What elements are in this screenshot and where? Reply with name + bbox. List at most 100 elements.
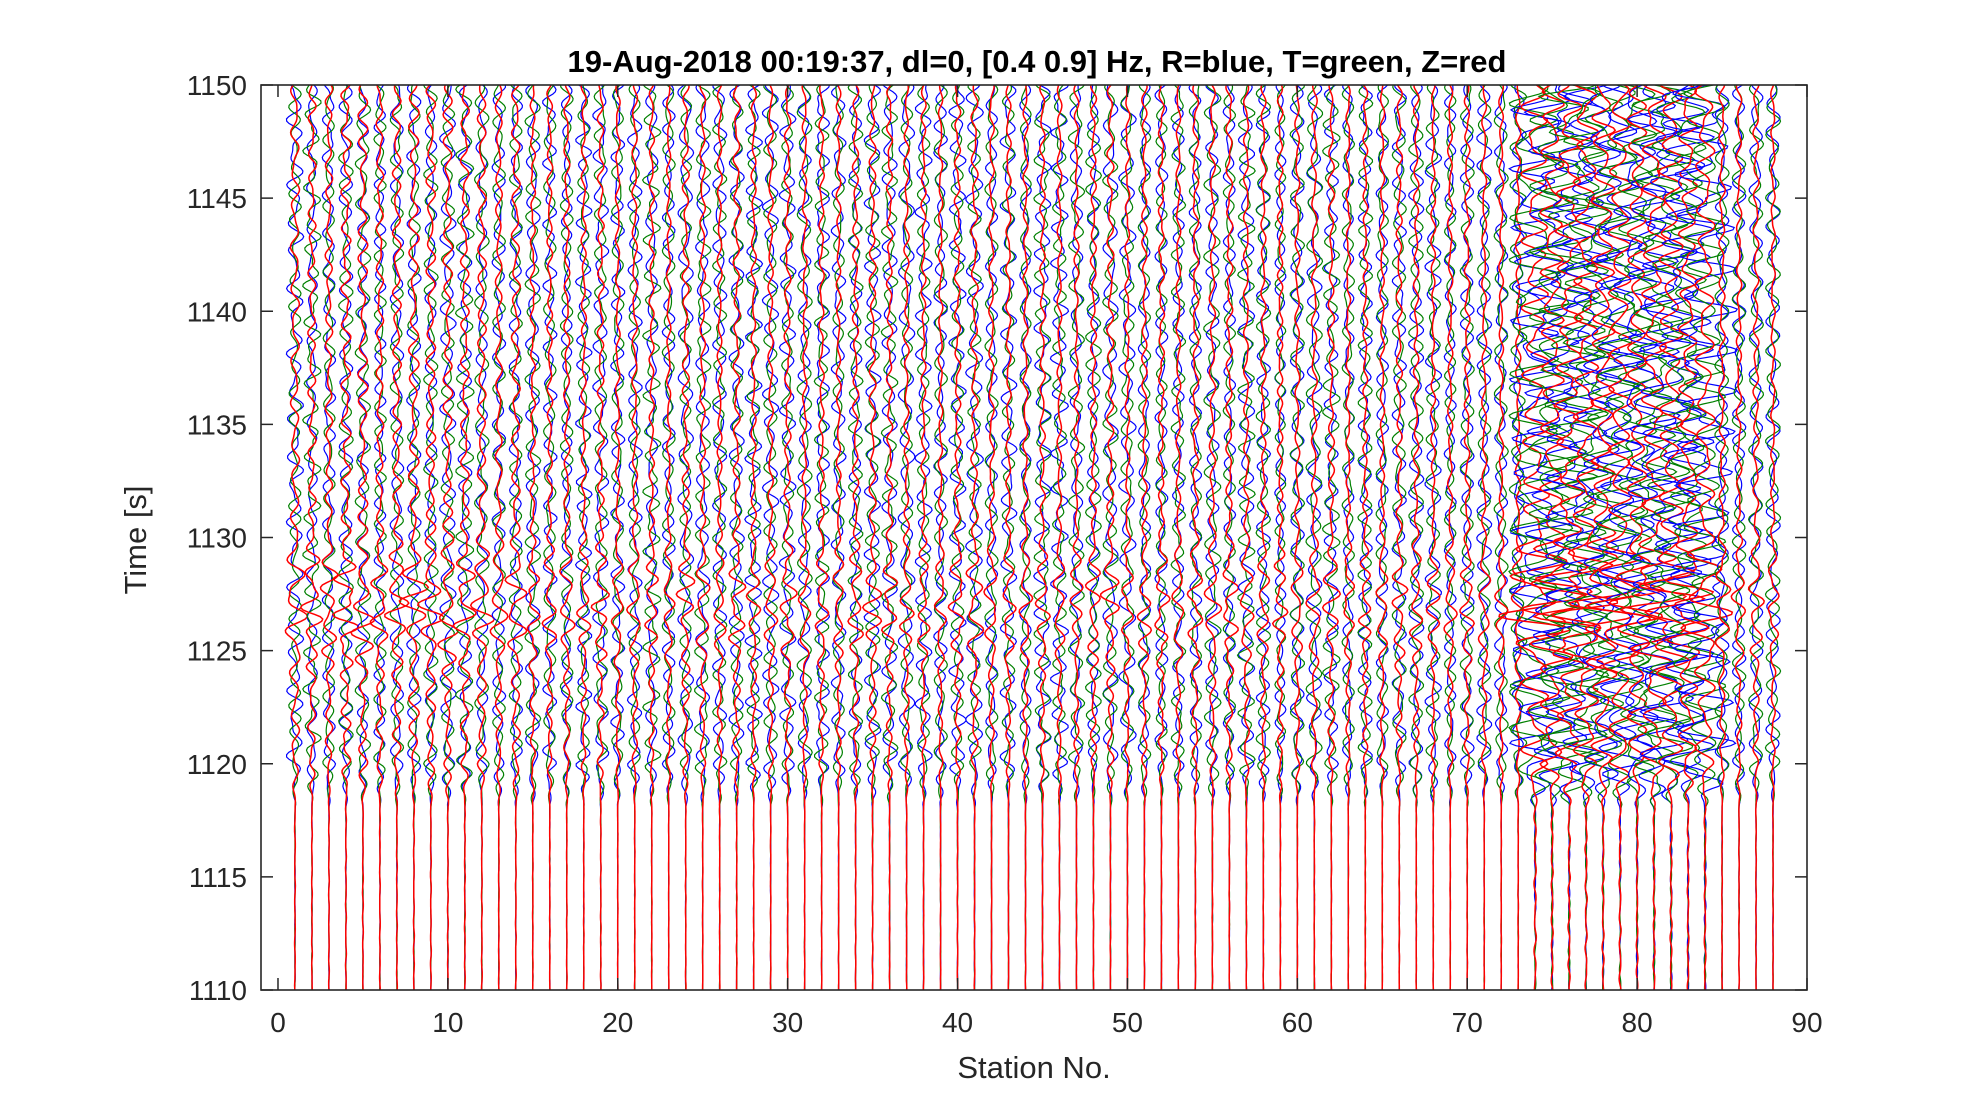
y-tick-label: 1135: [187, 409, 247, 440]
trace-T-station-75: [1528, 85, 1575, 990]
trace-R-station-79: [1595, 85, 1645, 990]
trace-T-station-81: [1630, 85, 1678, 990]
trace-Z-station-87: [1747, 85, 1766, 990]
trace-Z-station-79: [1584, 85, 1652, 990]
trace-Z-station-82: [1638, 85, 1706, 990]
trace-Z-station-38: [917, 85, 931, 990]
trace-Z-station-46: [1052, 85, 1066, 990]
trace-Z-station-22: [644, 85, 659, 990]
trace-Z-station-4: [331, 85, 360, 990]
trace-Z-station-39: [933, 85, 947, 990]
chart-title: 19-Aug-2018 00:19:37, dl=0, [0.4 0.9] Hz…: [568, 44, 1507, 79]
x-axis-label: Station No.: [957, 1050, 1110, 1085]
y-axis-label: Time [s]: [118, 485, 153, 594]
trace-Z-station-72: [1494, 85, 1509, 990]
trace-Z-station-3: [319, 85, 339, 990]
trace-Z-station-31: [797, 85, 812, 990]
trace-Z-station-15: [526, 85, 541, 990]
trace-Z-station-36: [880, 85, 899, 990]
trace-Z-station-63: [1343, 85, 1356, 990]
trace-Z-station-58: [1256, 85, 1271, 990]
trace-Z-station-85: [1714, 85, 1732, 990]
x-tick-label: 30: [772, 1007, 803, 1038]
x-tick-label: 50: [1112, 1007, 1143, 1038]
tick-layer: 0 10 20 30 40 50 60 70 80 90 1110 1115 1120 1125 1130 1…: [187, 70, 1823, 1038]
trace-Z-station-26: [713, 85, 727, 990]
trace-Z-station-1: [284, 85, 309, 990]
trace-Z-station-16: [541, 85, 557, 990]
trace-Z-station-28: [745, 85, 762, 990]
trace-Z-station-68: [1425, 85, 1441, 990]
trace-Z-station-32: [814, 85, 830, 990]
trace-Z-station-5: [350, 85, 376, 990]
trace-Z-station-50: [1120, 85, 1135, 990]
x-tick-label: 70: [1452, 1007, 1483, 1038]
trace-Z-station-81: [1619, 85, 1688, 990]
trace-Z-station-27: [728, 85, 747, 990]
trace-Z-station-59: [1271, 85, 1289, 990]
trace-Z-station-35: [861, 85, 883, 990]
trace-Z-station-88: [1767, 85, 1780, 990]
y-tick-label: 1130: [187, 523, 247, 554]
trace-Z-station-2: [299, 85, 324, 990]
trace-Z-station-77: [1549, 85, 1619, 990]
trace-Z-station-29: [763, 85, 779, 990]
trace-R-station-82: [1638, 85, 1704, 990]
x-tick-label: 60: [1282, 1007, 1313, 1038]
y-tick-label: 1140: [187, 296, 247, 327]
trace-Z-station-41: [965, 85, 985, 990]
trace-Z-station-52: [1154, 85, 1171, 990]
trace-Z-station-33: [832, 85, 845, 990]
trace-Z-station-42: [983, 85, 998, 990]
trace-Z-station-10: [437, 85, 459, 990]
trace-Z-station-25: [695, 85, 711, 990]
trace-Z-station-80: [1607, 85, 1665, 990]
trace-Z-station-55: [1203, 85, 1223, 990]
trace-Z-station-13: [489, 85, 509, 990]
trace-Z-station-71: [1477, 85, 1492, 990]
trace-Z-station-24: [675, 85, 696, 990]
trace-Z-station-73: [1510, 85, 1526, 990]
trace-Z-station-67: [1408, 85, 1424, 990]
y-tick-label: 1115: [189, 862, 247, 893]
trace-Z-station-54: [1186, 85, 1204, 990]
trace-Z-station-86: [1730, 85, 1746, 990]
trace-Z-station-60: [1290, 85, 1304, 990]
trace-Z-station-18: [576, 85, 592, 990]
trace-Z-station-74: [1498, 85, 1571, 990]
x-tick-label: 0: [270, 1007, 286, 1038]
y-tick-label: 1125: [187, 636, 247, 667]
trace-Z-station-64: [1357, 85, 1372, 990]
trace-Z-station-83: [1664, 85, 1715, 990]
x-tick-label: 80: [1622, 1007, 1653, 1038]
trace-Z-station-19: [590, 85, 611, 990]
trace-Z-station-53: [1171, 85, 1185, 990]
trace-Z-station-47: [1069, 85, 1084, 990]
trace-Z-station-12: [469, 85, 496, 990]
x-tick-label: 90: [1791, 1007, 1822, 1038]
trace-Z-station-49: [1099, 85, 1121, 990]
trace-Z-station-62: [1321, 85, 1342, 990]
trace-Z-station-84: [1680, 85, 1734, 990]
y-tick-label: 1150: [187, 70, 247, 101]
y-tick-label: 1110: [189, 975, 247, 1006]
trace-Z-station-20: [610, 85, 624, 990]
trace-Z-station-14: [504, 85, 528, 990]
trace-Z-station-30: [779, 85, 798, 990]
trace-Z-station-69: [1443, 85, 1458, 990]
trace-Z-station-34: [847, 85, 864, 990]
trace-Z-station-11: [452, 85, 477, 990]
trace-Z-station-65: [1375, 85, 1389, 990]
trace-Z-station-8: [398, 85, 430, 990]
trace-Z-station-56: [1222, 85, 1240, 990]
trace-Z-station-51: [1136, 85, 1153, 990]
trace-Z-station-57: [1239, 85, 1255, 990]
trace-Z-station-23: [663, 85, 676, 990]
trace-Z-station-9: [417, 85, 445, 990]
trace-Z-station-44: [1018, 85, 1034, 990]
trace-Z-station-45: [1034, 85, 1052, 990]
trace-Z-station-43: [1002, 85, 1017, 990]
trace-layer: [284, 85, 1782, 990]
trace-Z-station-21: [625, 85, 641, 990]
